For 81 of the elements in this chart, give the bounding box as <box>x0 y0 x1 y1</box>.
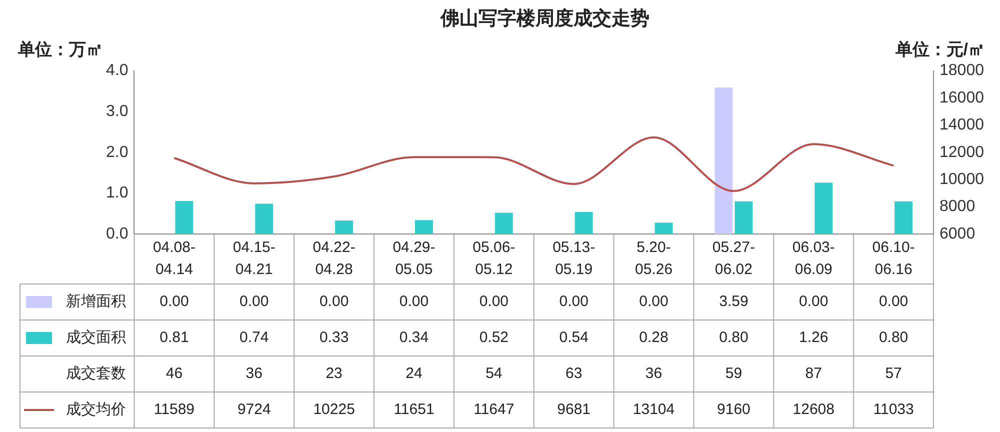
y2-tick-label: 12000 <box>940 144 984 161</box>
data-label: 0.28 <box>639 329 668 346</box>
data-label: 0.00 <box>878 293 908 310</box>
legend-label: 成交均价 <box>66 401 126 418</box>
data-label: 0.80 <box>878 329 908 346</box>
data-label: 0.52 <box>479 329 509 346</box>
data-label: 0.80 <box>719 329 748 346</box>
data-label: 0.81 <box>160 329 189 346</box>
y2-tick-label: 14000 <box>940 116 984 134</box>
y2-tick-label: 18000 <box>940 62 984 80</box>
data-label: 11033 <box>873 401 914 418</box>
legend-label: 新增面积 <box>66 293 126 310</box>
x-tick-label: 05.27-06.02 <box>712 239 755 278</box>
data-label: 0.00 <box>799 293 828 310</box>
bar <box>894 201 913 234</box>
data-label: 0.00 <box>639 293 668 310</box>
data-label: 9681 <box>557 401 591 418</box>
data-label: 0.00 <box>399 293 429 310</box>
legend-label: 成交面积 <box>66 329 126 346</box>
y2-axis-title: 单位：元/㎡ <box>894 40 985 59</box>
data-label: 1.26 <box>799 329 828 346</box>
bar <box>814 182 833 234</box>
bar <box>574 212 593 234</box>
y-tick-label: 0.0 <box>106 225 128 242</box>
x-tick-label: 06.10-06.16 <box>872 239 915 278</box>
y-tick-label: 1.0 <box>106 184 128 202</box>
bar <box>714 88 733 234</box>
data-label: 9724 <box>237 401 271 418</box>
line-series <box>173 136 895 192</box>
bar <box>494 212 513 234</box>
data-label: 0.54 <box>559 329 588 346</box>
y-tick-label: 2.0 <box>106 144 128 161</box>
y2-tick-label: 8000 <box>940 198 976 216</box>
x-tick-label: 05.13-05.19 <box>552 239 596 278</box>
data-label: 0.34 <box>399 329 429 346</box>
text: 36 <box>645 365 662 382</box>
bar <box>734 201 753 234</box>
x-tick-label: 04.22-04.28 <box>312 239 356 278</box>
text: 87 <box>805 365 822 382</box>
data-label: 0.00 <box>240 293 269 310</box>
x-tick-label: 05.06-05.12 <box>472 239 516 278</box>
text: 59 <box>725 365 742 382</box>
bar <box>335 220 354 234</box>
data-label: 3.59 <box>719 293 748 310</box>
text: 54 <box>486 365 502 382</box>
data-label: 11589 <box>154 401 195 418</box>
y-axis-title: 单位：万㎡ <box>17 40 103 59</box>
bar <box>175 200 194 234</box>
data-label: 10225 <box>313 401 355 418</box>
y2-tick-label: 10000 <box>940 171 984 188</box>
text: 24 <box>406 365 422 382</box>
x-tick-label: 06.03-06.09 <box>792 239 835 278</box>
data-label: 0.00 <box>479 293 509 310</box>
text: 63 <box>565 365 582 382</box>
chart-title: 佛山写字楼周度成交走势 <box>440 8 650 30</box>
data-label: 13104 <box>632 401 675 418</box>
text: 46 <box>166 365 183 382</box>
y2-tick-label: 6000 <box>940 225 976 242</box>
data-label: 0.00 <box>319 293 349 310</box>
x-tick-label: 04.08-04.14 <box>152 239 196 278</box>
text: 57 <box>885 365 902 382</box>
text: 36 <box>246 365 262 382</box>
data-label: 9160 <box>717 401 750 418</box>
y2-tick-label: 16000 <box>940 89 984 106</box>
data-label: 11647 <box>474 401 514 418</box>
x-tick-label: 04.15-04.21 <box>232 239 276 278</box>
data-label: 0.74 <box>240 329 269 346</box>
x-tick-label: 04.29-05.05 <box>392 239 436 278</box>
data-label: 12608 <box>792 401 834 418</box>
data-label: 0.33 <box>319 329 349 346</box>
text: 成交套数 <box>66 365 126 382</box>
bar <box>654 222 673 234</box>
y-tick-label: 3.0 <box>106 103 128 120</box>
bar <box>255 204 274 234</box>
y-tick-label: 4.0 <box>106 62 128 80</box>
text: 23 <box>326 365 342 382</box>
bar <box>414 220 433 234</box>
data-label: 11651 <box>394 401 434 418</box>
x-tick-label: 5.20-05.26 <box>634 239 673 278</box>
data-label: 0.00 <box>559 293 588 310</box>
data-label: 0.00 <box>160 293 189 310</box>
